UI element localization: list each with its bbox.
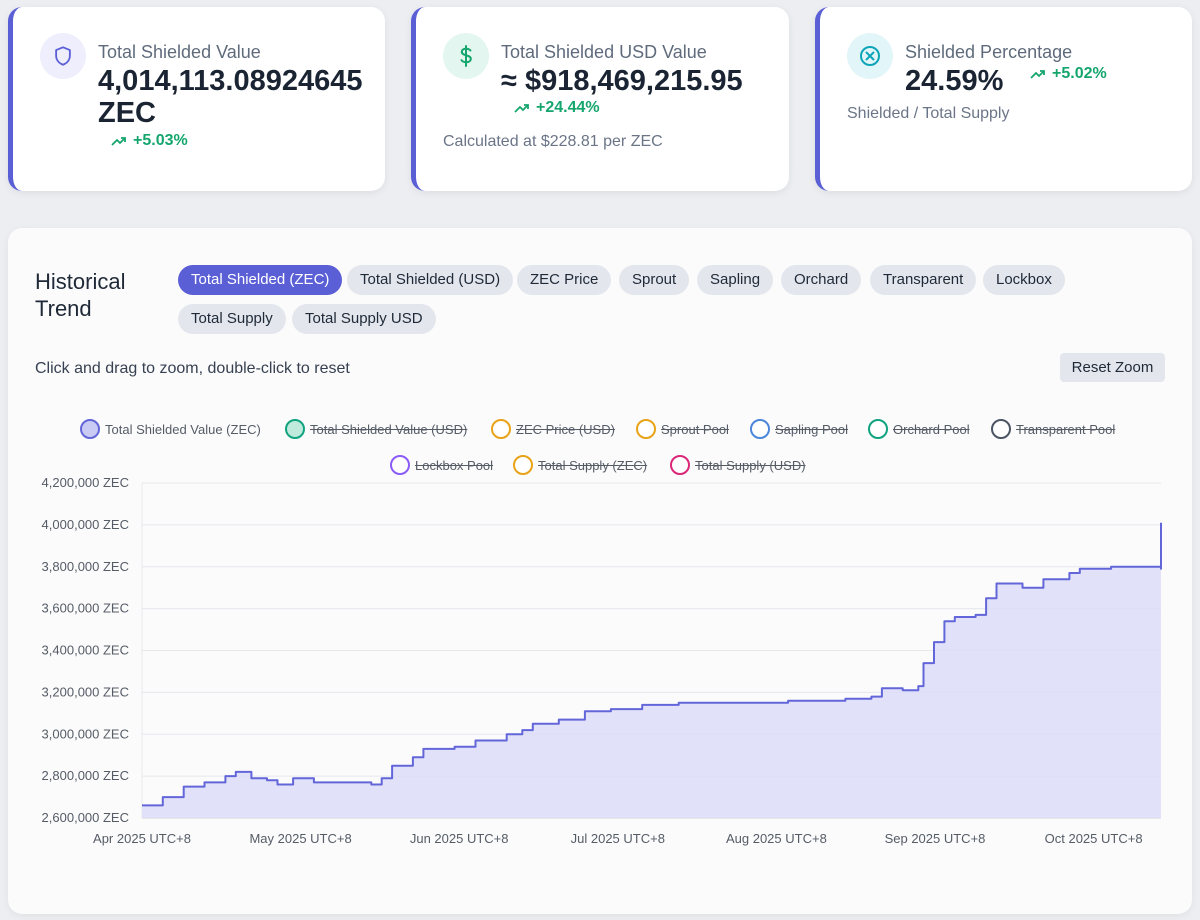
legend-label: Sapling Pool: [775, 421, 848, 437]
card-title: Total Shielded Value: [98, 42, 261, 62]
legend-label: Total Supply (USD): [695, 457, 806, 473]
legend-label: Total Shielded Value (USD): [310, 421, 468, 437]
card-value-number: 4,014,113.08924645: [98, 65, 363, 97]
legend-swatch: [390, 455, 410, 475]
metric-pill-transparent[interactable]: Transparent: [870, 265, 977, 295]
y-tick-label: 3,400,000 ZEC: [42, 643, 129, 658]
metric-pill-orchard[interactable]: Orchard: [781, 265, 862, 295]
legend-swatch: [491, 419, 511, 439]
y-tick-label: 2,600,000 ZEC: [42, 810, 129, 825]
card-title: Total Shielded USD Value: [501, 42, 707, 62]
panel-title: Historical Trend: [35, 269, 126, 321]
legend-item[interactable]: ZEC Price (USD): [491, 419, 615, 439]
legend-swatch: [513, 455, 533, 475]
x-tick-label: May 2025 UTC+8: [249, 831, 351, 846]
x-tick-label: Sep 2025 UTC+8: [885, 831, 986, 846]
trend-value: +5.03%: [133, 132, 188, 149]
metric-pill-zec-price[interactable]: ZEC Price: [517, 265, 612, 295]
stat-card-shielded-usd: Total Shielded USD Value ≈ $918,469,215.…: [411, 7, 789, 191]
card-value: 24.59%: [905, 65, 1004, 97]
legend-item[interactable]: Total Supply (USD): [670, 455, 806, 475]
legend-swatch: [670, 455, 690, 475]
legend-swatch: [285, 419, 305, 439]
card-value-unit: ZEC: [98, 97, 156, 129]
trend-indicator: +5.03%: [111, 132, 188, 150]
legend-item[interactable]: Transparent Pool: [991, 419, 1115, 439]
metric-pill-total-supply[interactable]: Total Supply: [178, 304, 286, 334]
metric-pill-sprout[interactable]: Sprout: [619, 265, 690, 295]
legend-item[interactable]: Orchard Pool: [868, 419, 970, 439]
card-value: ≈ $918,469,215.95: [501, 65, 743, 97]
percent-circle-icon: [847, 33, 893, 79]
legend-swatch: [750, 419, 770, 439]
y-tick-label: 4,200,000 ZEC: [42, 475, 129, 490]
y-tick-label: 4,000,000 ZEC: [42, 517, 129, 532]
legend-item[interactable]: Sapling Pool: [750, 419, 848, 439]
legend-swatch: [80, 419, 100, 439]
metric-pill-sapling[interactable]: Sapling: [697, 265, 774, 295]
metric-pill-total-shielded-zec[interactable]: Total Shielded (ZEC): [178, 265, 343, 295]
stat-card-shielded-percentage: Shielded Percentage 24.59% +5.02% Shield…: [815, 7, 1192, 191]
trend-indicator: +24.44%: [514, 99, 600, 117]
legend-item[interactable]: Lockbox Pool: [390, 455, 493, 475]
trending-up-icon: [1030, 70, 1045, 79]
card-note: Shielded / Total Supply: [847, 105, 1010, 122]
y-tick-label: 3,000,000 ZEC: [42, 726, 129, 741]
legend-label: ZEC Price (USD): [516, 421, 615, 437]
legend-item[interactable]: Sprout Pool: [636, 419, 729, 439]
legend-label: Total Shielded Value (ZEC): [105, 421, 261, 437]
legend-label: Transparent Pool: [1016, 421, 1116, 437]
stat-card-shielded-value: Total Shielded Value 4,014,113.08924645 …: [8, 7, 385, 191]
shield-icon: [40, 33, 86, 79]
x-tick-label: Jun 2025 UTC+8: [410, 831, 509, 846]
legend-label: Sprout Pool: [661, 421, 729, 437]
x-tick-label: Aug 2025 UTC+8: [726, 831, 827, 846]
card-note: Calculated at $228.81 per ZEC: [443, 133, 663, 150]
metric-pill-total-supply-usd[interactable]: Total Supply USD: [292, 304, 436, 334]
zoom-hint: Click and drag to zoom, double-click to …: [35, 360, 350, 377]
metric-pill-total-shielded-usd[interactable]: Total Shielded (USD): [347, 265, 514, 295]
legend-swatch: [868, 419, 888, 439]
trend-indicator: +5.02%: [1030, 65, 1107, 83]
y-tick-label: 2,800,000 ZEC: [42, 768, 129, 783]
legend-swatch: [636, 419, 656, 439]
legend-item[interactable]: Total Shielded Value (ZEC): [80, 419, 261, 439]
x-tick-label: Jul 2025 UTC+8: [571, 831, 665, 846]
card-title: Shielded Percentage: [905, 42, 1073, 62]
legend-label: Orchard Pool: [893, 421, 970, 437]
metric-pill-lockbox[interactable]: Lockbox: [983, 265, 1065, 295]
card-value: 4,014,113.08924645 ZEC: [98, 65, 388, 129]
series-area: [142, 522, 1161, 818]
reset-zoom-button[interactable]: Reset Zoom: [1060, 353, 1165, 382]
legend-swatch: [991, 419, 1011, 439]
x-tick-label: Oct 2025 UTC+8: [1045, 831, 1143, 846]
y-tick-label: 3,600,000 ZEC: [42, 601, 129, 616]
legend-item[interactable]: Total Supply (ZEC): [513, 455, 647, 475]
series-line: [142, 522, 1162, 807]
legend-item[interactable]: Total Shielded Value (USD): [285, 419, 467, 439]
y-tick-label: 3,800,000 ZEC: [42, 559, 129, 574]
y-tick-label: 3,200,000 ZEC: [42, 684, 129, 699]
trending-up-icon: [514, 104, 529, 113]
x-tick-label: Apr 2025 UTC+8: [93, 831, 191, 846]
trend-value: +24.44%: [536, 99, 600, 116]
trend-value: +5.02%: [1052, 65, 1107, 82]
legend-label: Total Supply (ZEC): [538, 457, 648, 473]
legend-label: Lockbox Pool: [415, 457, 494, 473]
trending-up-icon: [111, 137, 126, 146]
dollar-icon: [443, 33, 489, 79]
